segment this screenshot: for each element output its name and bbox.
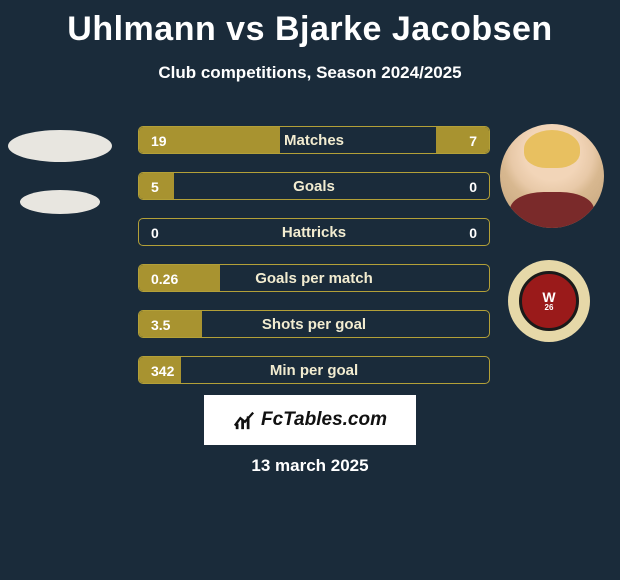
- stat-label: Goals per match: [139, 265, 489, 292]
- stat-label: Hattricks: [139, 219, 489, 246]
- comparison-card: Uhlmann vs Bjarke Jacobsen Club competit…: [0, 0, 620, 580]
- stat-label: Shots per goal: [139, 311, 489, 338]
- club-badge: W 26: [519, 271, 579, 331]
- stat-label: Goals: [139, 173, 489, 200]
- stat-label: Min per goal: [139, 357, 489, 384]
- stat-row: 19Matches7: [138, 126, 490, 154]
- stat-row: 0.26Goals per match: [138, 264, 490, 292]
- stat-row: 0Hattricks0: [138, 218, 490, 246]
- stat-value-right: 0: [469, 173, 477, 200]
- avatar-placeholder-shape: [20, 190, 100, 214]
- stats-bars: 19Matches75Goals00Hattricks00.26Goals pe…: [138, 126, 490, 402]
- stat-row: 342Min per goal: [138, 356, 490, 384]
- player-left-avatar: [8, 120, 112, 224]
- footer-brand-text: FcTables.com: [261, 409, 387, 431]
- page-title: Uhlmann vs Bjarke Jacobsen: [0, 0, 620, 49]
- footer-brand-box: FcTables.com: [204, 395, 416, 445]
- stat-value-right: 7: [469, 127, 477, 154]
- stat-value-right: 0: [469, 219, 477, 246]
- avatar-placeholder-shape: [8, 130, 112, 162]
- club-initials: W: [542, 291, 555, 304]
- date-label: 13 march 2025: [0, 456, 620, 476]
- chart-icon: [233, 409, 255, 431]
- subtitle: Club competitions, Season 2024/2025: [0, 63, 620, 83]
- stat-row: 3.5Shots per goal: [138, 310, 490, 338]
- club-year: 26: [545, 304, 554, 311]
- stat-label: Matches: [139, 127, 489, 154]
- player-right-avatar: [500, 124, 604, 228]
- stat-row: 5Goals0: [138, 172, 490, 200]
- club-right-logo: W 26: [508, 260, 590, 342]
